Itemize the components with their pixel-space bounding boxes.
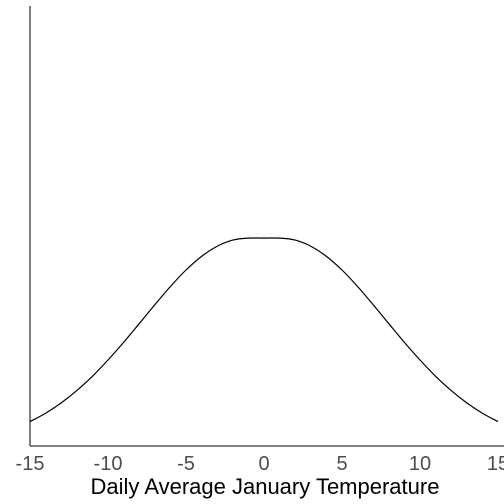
x-tick-label: -10 [94, 453, 123, 475]
x-tick-label: 10 [409, 453, 431, 475]
density-curve [29, 237, 499, 423]
x-axis-title: Daily Average January Temperature [91, 474, 440, 499]
x-tick-label: -5 [177, 453, 195, 475]
x-tick-label: 5 [336, 453, 347, 475]
x-tick-label: 15 [487, 453, 504, 475]
x-tick-label: 0 [258, 453, 269, 475]
x-tick-labels: -15 -10 -5 0 5 10 15 [16, 453, 504, 475]
x-tick-label: -15 [16, 453, 45, 475]
